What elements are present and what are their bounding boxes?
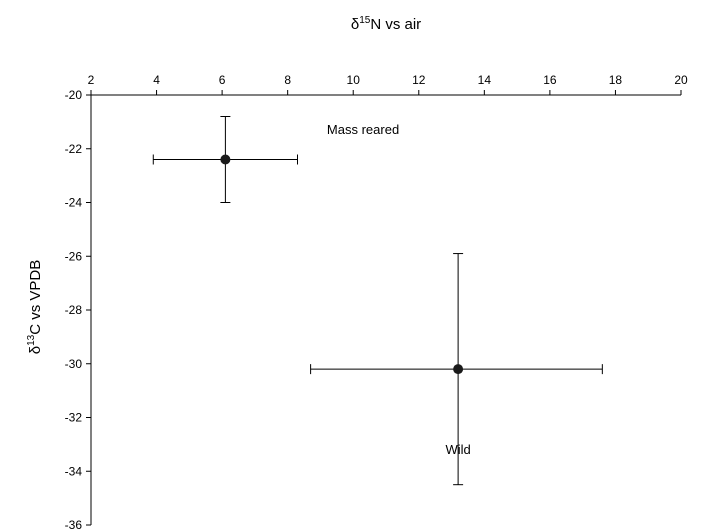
y-axis-title: δ13C vs VPDB [26, 260, 44, 355]
x-axis-title-suffix: N vs air [370, 16, 421, 33]
y-tick-label: -28 [65, 303, 83, 317]
y-tick-label: -22 [65, 142, 83, 156]
x-axis-title-superscript: 15 [359, 15, 371, 26]
y-tick-label: -24 [65, 196, 83, 210]
y-axis-title-prefix: δ [27, 346, 44, 354]
axis-labels: δ15N vs air δ13C vs VPDB [26, 15, 421, 354]
data-point [453, 364, 464, 375]
x-tick-label: 8 [284, 73, 291, 87]
x-tick-label: 4 [153, 73, 160, 87]
y-axis-title-suffix: C vs VPDB [27, 260, 44, 335]
x-axis-title: δ15N vs air [351, 15, 421, 33]
y-tick-label: -30 [65, 357, 83, 371]
x-axis-title-prefix: δ [351, 16, 359, 33]
x-tick-label: 18 [609, 73, 623, 87]
y-tick-label: -36 [65, 518, 83, 529]
data-point [220, 154, 231, 165]
y-tick-label: -34 [65, 464, 83, 478]
x-tick-label: 20 [674, 73, 688, 87]
x-tick-label: 14 [478, 73, 492, 87]
y-tick-label: -32 [65, 411, 83, 425]
y-axis-title-superscript: 13 [26, 334, 37, 346]
x-tick-label: 6 [219, 73, 226, 87]
x-tick-label: 12 [412, 73, 426, 87]
x-tick-label: 16 [543, 73, 557, 87]
point-annotation: Wild [445, 442, 470, 457]
axes: 2 4 6 8 10 12 14 16 18 20 -20 -22 -24 -26 -28 -30 -32 -34… [65, 73, 688, 529]
y-tick-label: -20 [65, 88, 83, 102]
x-tick-label: 10 [347, 73, 361, 87]
data-marks: Mass reared Wild [152, 116, 603, 486]
x-tick-label: 2 [88, 73, 95, 87]
y-tick-label: -26 [65, 249, 83, 263]
point-annotation: Mass reared [327, 122, 399, 137]
